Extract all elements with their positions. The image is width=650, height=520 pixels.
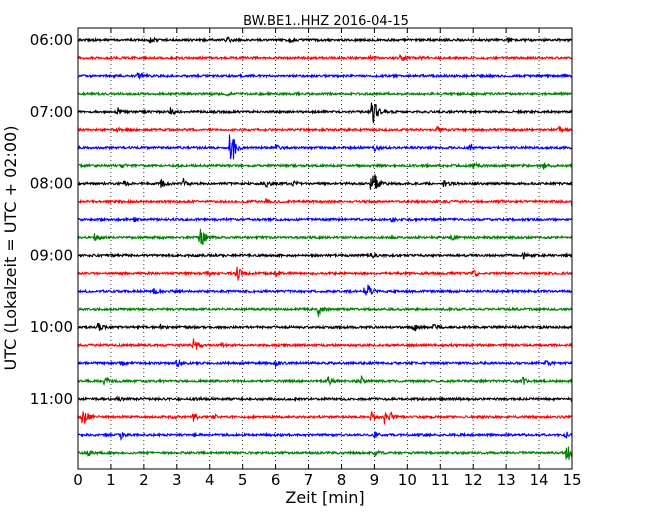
trace-line [77, 90, 573, 97]
y-tick-label: 10:00 [30, 318, 73, 336]
trace-line [77, 125, 573, 134]
trace-line [77, 72, 573, 80]
x-tick-label: 4 [205, 471, 215, 489]
trace-line [77, 266, 573, 281]
x-tick-label: 10 [398, 471, 417, 489]
x-tick-label: 2 [139, 471, 149, 489]
trace-line [77, 102, 573, 124]
trace-line [77, 251, 573, 260]
trace-line [77, 284, 573, 296]
y-tick-label: 06:00 [30, 31, 73, 49]
trace-line [77, 216, 573, 224]
trace-line [77, 338, 573, 350]
vertical-grid [110, 28, 540, 469]
x-tick-label: 7 [304, 471, 314, 489]
x-tick-label: 15 [562, 471, 581, 489]
trace-line [77, 446, 573, 460]
y-tick-label: 11:00 [30, 390, 73, 408]
plot-area [77, 27, 573, 470]
x-axis-label: Zeit [min] [285, 488, 364, 507]
y-axis-label: UTC (Lokalzeit = UTC + 02:00) [1, 126, 20, 371]
trace-line [77, 411, 573, 425]
y-tick-label: 08:00 [30, 175, 73, 193]
axis-ticks [77, 28, 573, 469]
trace-line [77, 134, 573, 160]
x-tick-label: 5 [238, 471, 248, 489]
x-tick-label: 11 [431, 471, 450, 489]
trace-line [77, 395, 573, 403]
trace-line [77, 161, 573, 170]
trace-line [77, 431, 573, 442]
x-tick-label: 8 [337, 471, 347, 489]
axes-frame [77, 27, 573, 470]
x-tick-label: 9 [370, 471, 380, 489]
trace-lines [77, 36, 573, 460]
x-tick-labels: 0 1 2 3 4 5 6 7 8 9 10 11 12 13 14 15 [73, 471, 581, 489]
y-tick-label: 09:00 [30, 246, 73, 264]
y-tick-labels: 06:00 07:00 08:00 09:00 10:00 11:00 [30, 31, 73, 408]
trace-line [77, 198, 573, 207]
chart-title: BW.BE1..HHZ 2016-04-15 [243, 14, 409, 29]
trace-line [77, 322, 573, 332]
x-tick-label: 0 [73, 471, 83, 489]
y-tick-label: 07:00 [30, 103, 73, 121]
trace-line [77, 358, 573, 369]
x-tick-label: 3 [172, 471, 182, 489]
x-tick-label: 6 [271, 471, 281, 489]
trace-line [77, 53, 573, 62]
trace-line [77, 375, 573, 387]
trace-line [77, 228, 573, 246]
x-tick-label: 14 [530, 471, 549, 489]
trace-line [77, 306, 573, 318]
x-tick-label: 12 [464, 471, 483, 489]
trace-line [77, 36, 573, 44]
x-tick-label: 13 [497, 471, 516, 489]
trace-line [77, 174, 573, 190]
x-tick-label: 1 [106, 471, 116, 489]
